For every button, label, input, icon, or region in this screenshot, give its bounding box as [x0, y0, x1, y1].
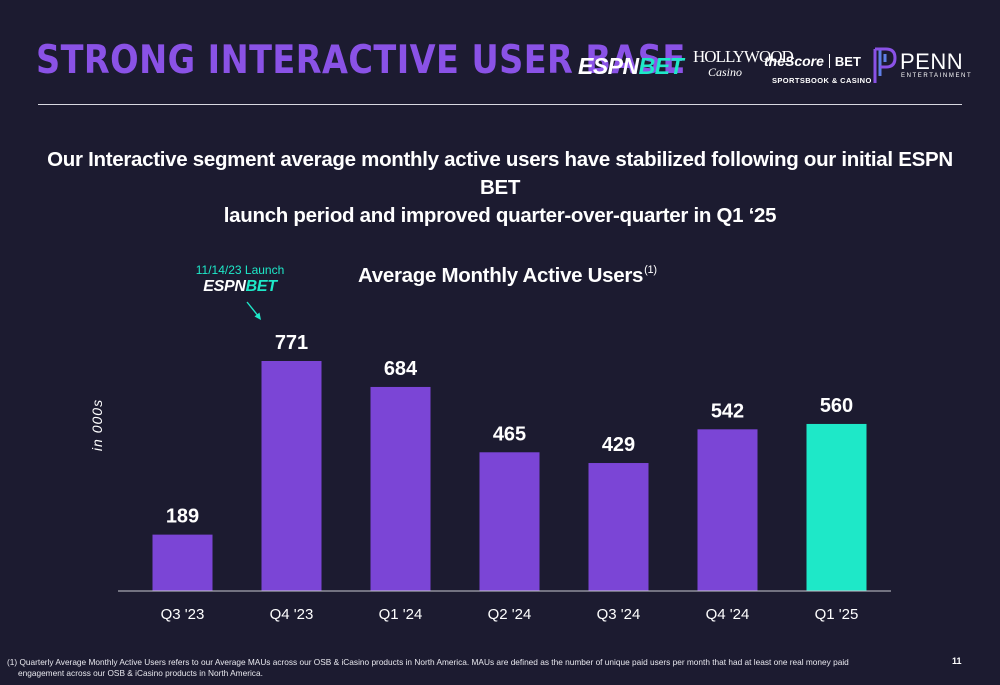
data-label-5: 542 — [711, 400, 744, 422]
chart-title: Average Monthly Active Users(1) — [358, 264, 657, 288]
penn-logo-name: PENN — [900, 49, 964, 74]
launch-annotation: 11/14/23 Launch ESPNBET — [190, 263, 290, 296]
penn-logo-sub: ENTERTAINMENT — [901, 73, 973, 79]
x-tick-label-6: Q1 '25 — [815, 606, 859, 623]
chart-bars — [152, 361, 867, 591]
bar-6 — [806, 423, 867, 591]
headline-line-2: launch period and improved quarter-over-… — [223, 204, 777, 227]
chart-title-text: Average Monthly Active Users — [358, 264, 644, 287]
bar-1 — [261, 361, 322, 591]
launch-espn-bet-logo: ESPNBET — [190, 278, 290, 296]
footnote: (1) Quarterly Average Monthly Active Use… — [7, 657, 907, 679]
x-tick-label-3: Q2 '24 — [488, 606, 532, 623]
hollywood-logo-line2: Casino — [707, 65, 742, 79]
chart-data-labels: 189 771 684 465 429 542 560 — [166, 332, 853, 528]
x-tick-label-4: Q3 '24 — [597, 606, 641, 623]
page-number: 11 — [952, 656, 962, 666]
thescore-logo-divider — [828, 54, 830, 68]
data-label-3: 465 — [493, 423, 526, 445]
espn-bet-logo: ESPNBET — [578, 53, 684, 80]
data-label-2: 684 — [384, 358, 418, 380]
x-tick-label-1: Q4 '23 — [270, 606, 314, 623]
header-divider — [38, 104, 962, 105]
brand-logos: ESPNBET HOLLYWOOD Casino theScore BET SPO… — [575, 44, 971, 90]
page-title: STRONG INTERACTIVE USER BASE — [36, 38, 686, 83]
thescore-logo-sub: SPORTSBOOK & CASINO — [772, 76, 872, 85]
bar-4 — [588, 463, 649, 591]
footnote-line-2: engagement across our OSB & iCasino prod… — [18, 668, 263, 678]
data-label-0: 189 — [166, 506, 199, 528]
penn-p-icon — [873, 47, 897, 83]
bar-0 — [152, 534, 213, 591]
launch-date-text: 11/14/23 Launch — [195, 263, 285, 277]
bar-5 — [697, 429, 758, 591]
launch-logo-bet: BET — [245, 278, 277, 295]
espn-bet-logo-espn: ESPN — [578, 53, 639, 79]
chart-x-tick-labels: Q3 '23 Q4 '23 Q1 '24 Q2 '24 Q3 '24 Q4 '24 Q1 '… — [161, 606, 859, 623]
thescore-bet-logo: theScore BET SPORTSBOOK & CASINO — [764, 53, 872, 85]
bar-2 — [370, 386, 431, 591]
x-tick-label-5: Q4 '24 — [706, 606, 750, 623]
thescore-logo-name: theScore — [764, 53, 824, 69]
headline-statement: Our Interactive segment average monthly … — [40, 146, 960, 230]
data-label-6: 560 — [820, 395, 853, 417]
footnote-line-1: (1) Quarterly Average Monthly Active Use… — [7, 657, 849, 667]
chart-title-footnote-ref: (1) — [644, 264, 657, 276]
thescore-logo-bet: BET — [834, 54, 861, 69]
headline-line-1: Our Interactive segment average monthly … — [47, 148, 953, 199]
data-label-4: 429 — [602, 434, 635, 456]
bar-3 — [479, 452, 540, 591]
launch-arrow-icon — [246, 301, 261, 320]
data-label-1: 771 — [275, 332, 308, 354]
espn-bet-logo-bet: BET — [638, 53, 684, 79]
x-tick-label-0: Q3 '23 — [161, 606, 205, 623]
x-tick-label-2: Q1 '24 — [379, 606, 423, 623]
launch-logo-espn: ESPN — [203, 278, 246, 295]
